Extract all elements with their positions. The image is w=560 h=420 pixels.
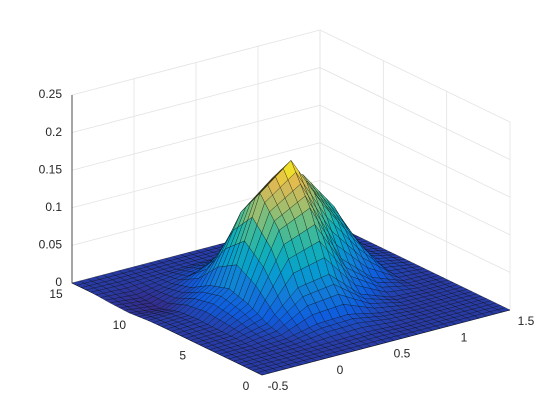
z-tick-label: 0 [55,275,62,289]
grid-line [71,29,511,123]
grid-line [71,104,511,198]
x-tick-label: 1 [461,330,468,344]
z-tick-label: 0.05 [39,238,63,252]
z-tick-label: 0.15 [39,162,63,176]
y-tick-label: 0 [243,379,250,393]
grid-line [71,179,511,273]
x-tick-label: 0.5 [394,347,411,361]
z-tick-label: 0.25 [39,87,63,101]
y-tick-label: 15 [49,287,63,301]
y-tick-label: 10 [113,318,127,332]
z-tick-label: 0.2 [45,125,62,139]
z-tick-label: 0.1 [45,200,62,214]
grid-line [71,67,511,160]
x-tick-label: 0 [337,363,344,377]
x-tick-label: 1.5 [518,314,535,328]
x-tick-label: -0.5 [268,379,289,393]
y-tick-label: 5 [179,349,186,363]
grid-line [71,142,511,236]
surface-patch [256,370,271,376]
